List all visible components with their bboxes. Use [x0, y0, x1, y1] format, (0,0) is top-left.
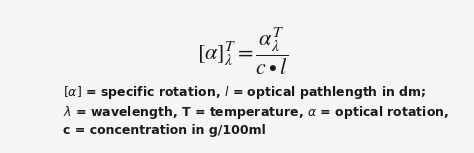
Text: c = concentration in g/100ml: c = concentration in g/100ml [63, 124, 265, 137]
Text: $\left[\alpha\right]_{\lambda}^{T} = \dfrac{\alpha_{\lambda}^{T}}{c \bullet l}$: $\left[\alpha\right]_{\lambda}^{T} = \df… [197, 26, 289, 77]
Text: $\lambda$ = wavelength, T = temperature, $\alpha$ = optical rotation,: $\lambda$ = wavelength, T = temperature,… [63, 104, 449, 121]
Text: $[\alpha]$ = specific rotation, $l$ = optical pathlength in dm;: $[\alpha]$ = specific rotation, $l$ = op… [63, 84, 426, 101]
